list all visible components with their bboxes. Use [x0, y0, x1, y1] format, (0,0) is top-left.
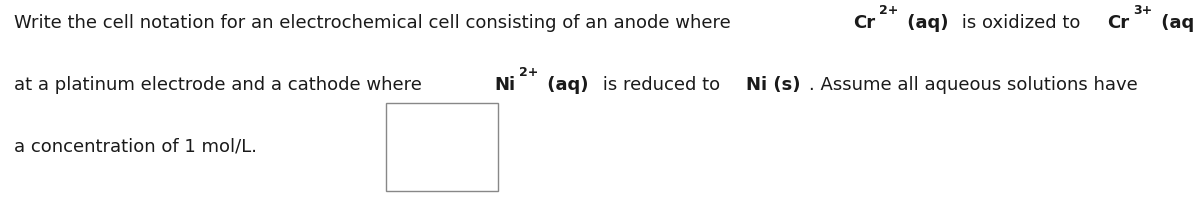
Text: Ni: Ni	[494, 75, 515, 93]
Text: 2+: 2+	[878, 3, 898, 16]
Text: (aq): (aq)	[1155, 13, 1193, 31]
Text: . Assume all aqueous solutions have: . Assume all aqueous solutions have	[809, 75, 1138, 93]
Text: (aq): (aq)	[542, 75, 589, 93]
Text: 2+: 2+	[519, 65, 538, 78]
Text: Ni (s): Ni (s)	[746, 75, 801, 93]
Bar	[385, 103, 499, 191]
Text: is reduced to: is reduced to	[596, 75, 725, 93]
Text: Cr: Cr	[1107, 13, 1130, 31]
Text: at a platinum electrode and a cathode where: at a platinum electrode and a cathode wh…	[14, 75, 428, 93]
Text: Write the cell notation for an electrochemical cell consisting of an anode where: Write the cell notation for an electroch…	[14, 13, 737, 31]
Text: (aq): (aq)	[901, 13, 948, 31]
Text: 3+: 3+	[1133, 3, 1152, 16]
Text: Cr: Cr	[853, 13, 874, 31]
Text: a concentration of 1 mol/L.: a concentration of 1 mol/L.	[14, 137, 258, 155]
Text: is oxidized to: is oxidized to	[957, 13, 1087, 31]
